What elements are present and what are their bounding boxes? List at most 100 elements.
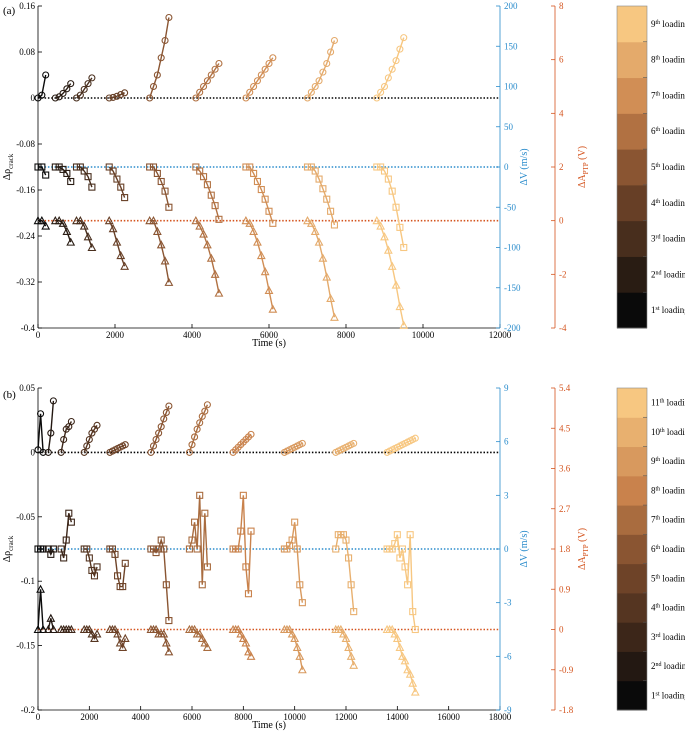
- right-axis-title-text: ΔAPTP (V): [577, 528, 590, 570]
- data-point-triangle: [66, 624, 76, 634]
- data-point-square: [149, 163, 158, 171]
- data-point-triangle: [161, 638, 171, 647]
- data-point-triangle: [372, 216, 382, 225]
- data-point-triangle: [62, 226, 72, 235]
- data-point-circle: [153, 71, 161, 79]
- data-point-square: [84, 173, 92, 181]
- colorbar-segment: [617, 446, 647, 477]
- left-tick-label: 0: [31, 93, 36, 103]
- data-point-square: [345, 554, 353, 562]
- data-point-square: [162, 581, 170, 589]
- data-point-circle: [311, 82, 319, 91]
- left-axis-title-main: Δρ: [2, 551, 13, 562]
- data-point-square: [85, 554, 93, 562]
- colorbar-label-text: loading: [661, 234, 685, 244]
- colorbar-segment: [617, 417, 647, 448]
- data-point-square: [406, 531, 414, 539]
- data-point-square: [121, 559, 129, 567]
- left-tick-label: -0.2: [21, 705, 35, 715]
- data-point-circle: [350, 439, 358, 447]
- right-tick-label: -0.9: [559, 665, 574, 675]
- data-point-triangle: [241, 638, 251, 647]
- data-point-triangle: [306, 218, 316, 227]
- data-point-square: [34, 163, 42, 171]
- data-point-circle: [149, 442, 158, 450]
- left-tick-label: -0.16: [16, 185, 35, 195]
- colorbar-label-sup: th: [656, 574, 661, 580]
- data-point-square: [398, 545, 407, 553]
- data-point-circle: [298, 439, 306, 447]
- data-point-triangle: [116, 250, 126, 260]
- data-point-triangle: [191, 216, 201, 225]
- x-tick-label: 8000: [234, 712, 253, 722]
- data-point-triangle: [87, 242, 97, 252]
- series-line: [306, 40, 336, 99]
- data-point-triangle: [104, 216, 114, 225]
- colorbar-label: 5th loading: [651, 162, 685, 172]
- data-point-triangle: [303, 216, 312, 225]
- data-point-triangle: [48, 624, 58, 634]
- colorbar-label-num: 7: [651, 90, 656, 100]
- colorbar-label-sup: rd: [656, 633, 661, 639]
- data-point-triangle: [120, 633, 130, 642]
- mid-axis-title-text: ΔV (m/s): [519, 148, 530, 185]
- colorbar-label-sup: th: [660, 428, 665, 434]
- data-point-circle: [76, 91, 84, 99]
- x-axis-title: Time (s): [252, 338, 286, 349]
- colorbar-label-num: 5: [651, 162, 656, 172]
- colorbar-segment: [617, 77, 647, 114]
- colorbar-label-sup: st: [656, 306, 660, 312]
- data-point-square: [39, 545, 47, 553]
- colorbar-label-text: loading: [660, 126, 685, 136]
- data-point-square: [63, 169, 71, 177]
- colorbar-label-sup: th: [656, 163, 661, 169]
- data-point-square: [242, 163, 250, 171]
- data-point-triangle: [233, 624, 243, 634]
- data-point-square: [234, 545, 242, 553]
- colorbar-label-num: 3: [651, 632, 656, 642]
- data-point-circle: [192, 94, 200, 102]
- data-point-square: [384, 175, 392, 183]
- colorbar-label-text: loading: [664, 398, 685, 408]
- data-point-circle: [39, 448, 47, 456]
- x-tick-label: 14000: [386, 712, 409, 722]
- data-point-square: [269, 219, 277, 227]
- data-point-circle: [246, 88, 254, 96]
- colorbar-label-text: loading: [660, 19, 685, 29]
- data-point-square: [296, 581, 304, 589]
- mid-tick-label: 200: [504, 1, 518, 11]
- data-point-triangle: [285, 624, 294, 634]
- x-tick-label: 10000: [283, 712, 306, 722]
- data-point-square: [119, 583, 127, 591]
- data-point-square: [288, 536, 296, 544]
- series-line: [195, 166, 220, 220]
- data-point-square: [319, 185, 327, 193]
- data-point-square: [323, 195, 331, 203]
- colorbar-label-sup: th: [656, 20, 661, 26]
- data-point-circle: [157, 423, 165, 431]
- data-point-circle: [330, 36, 339, 45]
- data-point-triangle: [79, 221, 89, 230]
- data-point-circle: [93, 421, 101, 429]
- colorbar-label-num: 7: [651, 515, 656, 525]
- data-point-triangle: [297, 665, 307, 674]
- mid-axis-title-text: ΔV (m/s): [519, 530, 530, 567]
- colorbar-label: 8th loading: [651, 485, 685, 495]
- data-point-circle: [201, 407, 209, 415]
- left-tick-label: 0.16: [19, 1, 35, 11]
- right-axis-title-sub: PTP: [582, 544, 590, 556]
- data-point-circle: [67, 417, 75, 426]
- left-tick-label: -0.15: [16, 641, 35, 651]
- data-point-square: [83, 545, 91, 553]
- right-axis-title-main: ΔA: [577, 174, 588, 188]
- series-line: [195, 220, 220, 294]
- data-point-square: [303, 163, 312, 171]
- x-tick-label: 12000: [489, 330, 512, 340]
- data-point-square: [49, 545, 57, 553]
- right-tick-label: 4.5: [559, 423, 571, 433]
- colorbar-label-text: loading: [662, 661, 685, 671]
- data-point-square: [67, 518, 75, 526]
- colorbar-segment: [617, 651, 647, 682]
- colorbar-label-sup: nd: [656, 662, 662, 668]
